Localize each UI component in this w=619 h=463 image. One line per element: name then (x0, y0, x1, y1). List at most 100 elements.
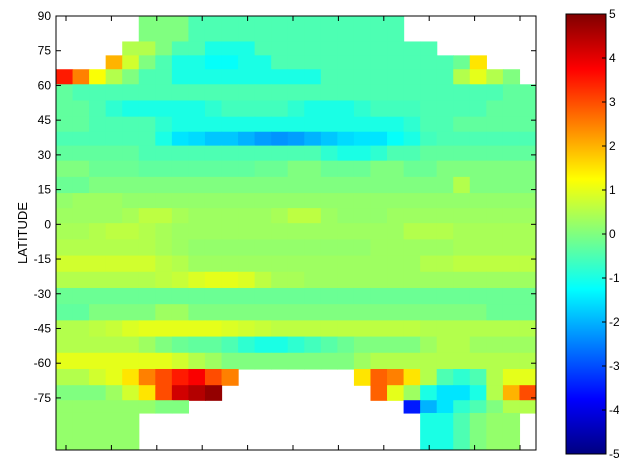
heatmap-cell (155, 385, 173, 401)
heatmap-cell (387, 116, 405, 133)
heatmap-cell (138, 176, 156, 194)
heatmap-cell (221, 160, 239, 178)
heatmap-cell (56, 287, 74, 305)
heatmap-cell (420, 145, 438, 162)
heatmap-cell (353, 116, 372, 133)
heatmap-cell (469, 255, 487, 273)
heatmap-cell (238, 116, 256, 133)
colorbar-tick-label: -4 (609, 403, 619, 417)
heatmap-cell (105, 208, 123, 224)
heatmap-cell (204, 41, 223, 56)
heatmap-cell (238, 145, 256, 162)
heatmap-cell (453, 320, 471, 338)
heatmap-cell (204, 145, 223, 162)
y-tick-label: 0 (44, 217, 51, 231)
heatmap-cell (453, 193, 471, 209)
heatmap-cell (155, 145, 173, 162)
heatmap-cell (188, 304, 206, 321)
heatmap-cell (436, 84, 454, 102)
heatmap-cell (337, 271, 355, 289)
heatmap-cell (353, 55, 372, 70)
heatmap-cell (238, 320, 256, 338)
heatmap-cell (304, 160, 322, 178)
heatmap-cell (420, 223, 438, 240)
heatmap-cell (171, 271, 190, 289)
heatmap-cell (155, 239, 173, 257)
heatmap-cell (486, 239, 504, 257)
heatmap-cell (453, 412, 471, 450)
colorbar-tick-label: 2 (609, 139, 616, 153)
heatmap-cell (387, 223, 405, 240)
heatmap-cell (155, 84, 173, 102)
heatmap-cell (420, 385, 438, 401)
heatmap-cell (171, 160, 190, 178)
heatmap-cell (138, 304, 156, 321)
heatmap-cell (304, 352, 322, 370)
heatmap-cell (171, 100, 190, 118)
heatmap-cell (337, 176, 355, 194)
heatmap-cell (122, 116, 140, 133)
heatmap-cell (56, 271, 74, 289)
heatmap-cell (436, 385, 454, 401)
heatmap-cell (155, 255, 173, 273)
heatmap-cell (387, 131, 405, 147)
heatmap-cell (287, 16, 305, 43)
heatmap-cell (387, 41, 405, 56)
heatmap-cell (204, 16, 223, 43)
heatmap-cell (436, 352, 454, 370)
heatmap-cell (204, 304, 223, 321)
heatmap-cell (56, 145, 74, 162)
heatmap-cell (486, 255, 504, 273)
heatmap-cell (122, 304, 140, 321)
heatmap-cell (221, 320, 239, 338)
heatmap-cell (105, 385, 123, 401)
heatmap-cell (122, 41, 140, 56)
heatmap-cell (420, 304, 438, 321)
heatmap-cell (519, 287, 536, 305)
heatmap-cell (420, 176, 438, 194)
heatmap-cell (89, 304, 107, 321)
heatmap-cell (221, 271, 239, 289)
heatmap-cell (320, 160, 338, 178)
heatmap-cell (287, 223, 305, 240)
heatmap-cell (171, 352, 190, 370)
heatmap-cell (519, 239, 536, 257)
heatmap-cell (519, 255, 536, 273)
heatmap-cell (221, 352, 239, 370)
heatmap-cell (56, 400, 74, 414)
heatmap-cell (254, 41, 272, 56)
heatmap-cell (436, 176, 454, 194)
heatmap-cell (155, 100, 173, 118)
heatmap-cell (304, 304, 322, 321)
heatmap-cell (519, 100, 536, 118)
heatmap-cell (436, 412, 454, 450)
heatmap-cell (486, 100, 504, 118)
y-tick-label: -15 (34, 252, 52, 266)
heatmap-cell (155, 271, 173, 289)
heatmap-cell (138, 116, 156, 133)
heatmap-cell (138, 145, 156, 162)
heatmap-cell (320, 16, 338, 43)
heatmap-cell (155, 69, 173, 85)
heatmap-cell (271, 100, 289, 118)
heatmap-cell (188, 336, 206, 354)
heatmap-cell (72, 352, 90, 370)
heatmap-cell (122, 176, 140, 194)
heatmap-cell (155, 160, 173, 178)
heatmap-cell (403, 193, 421, 209)
y-tick-label: -45 (34, 321, 52, 335)
heatmap-cell (287, 176, 305, 194)
heatmap-cell (89, 131, 107, 147)
heatmap-cell (469, 239, 487, 257)
heatmap-cell (238, 255, 256, 273)
heatmap-cell (353, 223, 372, 240)
heatmap-cell (171, 223, 190, 240)
heatmap-cell (56, 255, 74, 273)
heatmap-cell (420, 193, 438, 209)
heatmap-cell (519, 84, 536, 102)
heatmap-cell (453, 336, 471, 354)
heatmap-cell (519, 116, 536, 133)
heatmap-cell (188, 176, 206, 194)
heatmap-cell (502, 352, 521, 370)
heatmap-cell (353, 287, 372, 305)
